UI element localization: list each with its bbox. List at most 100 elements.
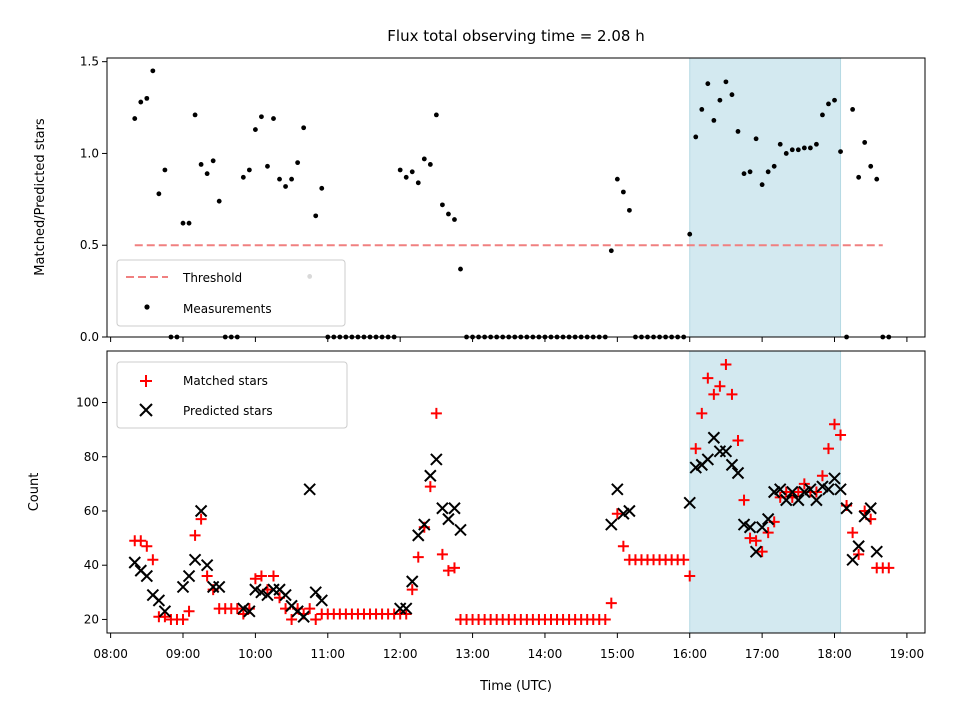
measurement-point bbox=[699, 106, 705, 112]
ratio-panel: Flux total observing time = 2.08 h 0.00.… bbox=[33, 27, 926, 344]
predicted-point bbox=[448, 502, 461, 515]
measurement-point bbox=[216, 198, 222, 204]
predicted-point bbox=[418, 518, 431, 531]
legend-box-bottom bbox=[116, 361, 348, 429]
measurement-point bbox=[795, 147, 801, 153]
measurement-point bbox=[132, 116, 138, 121]
legend-matched-swatch bbox=[140, 375, 152, 387]
x-tick-label: 17:00 bbox=[745, 647, 780, 661]
measurement-point bbox=[283, 184, 288, 189]
measurement-point bbox=[198, 162, 204, 167]
predicted-point bbox=[786, 485, 799, 499]
predicted-point bbox=[430, 453, 443, 466]
predicted-point bbox=[761, 512, 775, 526]
x-tick-label: 15:00 bbox=[600, 647, 635, 661]
predicted-point bbox=[279, 588, 292, 602]
matched-point bbox=[442, 565, 454, 577]
predicted-point bbox=[834, 483, 847, 496]
measurement-point bbox=[452, 217, 457, 222]
predicted-point bbox=[406, 575, 419, 588]
matched-point bbox=[726, 388, 738, 400]
measurement-point bbox=[265, 163, 270, 169]
matched-point bbox=[822, 443, 834, 455]
matched-point bbox=[286, 613, 298, 625]
measurement-point bbox=[192, 112, 198, 118]
x-tick-label: 12:00 bbox=[383, 647, 418, 661]
predicted-point bbox=[846, 553, 859, 566]
matched-point bbox=[231, 603, 243, 615]
predicted-point bbox=[870, 545, 883, 558]
matched-point bbox=[424, 481, 436, 493]
measurement-point bbox=[204, 171, 210, 177]
measurement-point bbox=[783, 151, 789, 156]
measurement-point bbox=[693, 134, 699, 140]
predicted-point bbox=[780, 493, 793, 507]
y-tick-label: 1.0 bbox=[80, 146, 99, 160]
predicted-point bbox=[200, 559, 214, 572]
measurement-point bbox=[741, 171, 747, 177]
plot-frame-bottom bbox=[106, 350, 926, 634]
measurement-point bbox=[771, 163, 777, 169]
measurement-point bbox=[421, 156, 427, 162]
matched-point bbox=[816, 470, 828, 482]
plot-frame-top bbox=[106, 57, 926, 338]
x-tick-label: 13:00 bbox=[455, 647, 490, 661]
x-tick-label: 09:00 bbox=[166, 647, 201, 661]
predicted-point bbox=[158, 605, 172, 618]
measurement-point bbox=[319, 185, 325, 191]
matched-point bbox=[702, 372, 714, 384]
matched-point bbox=[750, 535, 762, 547]
predicted-point bbox=[152, 594, 166, 607]
matched-point bbox=[690, 443, 702, 455]
predicted-point bbox=[810, 493, 823, 507]
measurement-point bbox=[277, 176, 282, 182]
measurement-point bbox=[801, 145, 807, 151]
predicted-point bbox=[840, 502, 853, 515]
measurement-point bbox=[620, 189, 626, 195]
x-tick-label: 08:00 bbox=[93, 647, 128, 661]
y-tick-label: 60 bbox=[84, 504, 99, 518]
matched-point bbox=[883, 562, 895, 574]
predicted-point bbox=[828, 472, 841, 485]
legend-threshold-label: Threshold bbox=[182, 271, 242, 285]
predicted-point bbox=[436, 502, 449, 515]
predicted-point bbox=[611, 483, 624, 496]
predicted-point bbox=[442, 512, 455, 526]
matched-point bbox=[611, 508, 623, 520]
measurement-point bbox=[397, 167, 403, 173]
measurement-point bbox=[440, 202, 445, 208]
matched-point bbox=[617, 540, 629, 552]
measurement-point bbox=[717, 97, 723, 103]
highlight-span-top bbox=[689, 57, 842, 338]
matched-point bbox=[744, 532, 756, 544]
predicted-point bbox=[212, 580, 226, 594]
measurement-point bbox=[252, 127, 258, 132]
matched-point bbox=[249, 573, 261, 585]
predicted-point bbox=[623, 504, 636, 518]
matched-point bbox=[847, 527, 859, 539]
predicted-point bbox=[852, 540, 865, 553]
measurement-point bbox=[458, 266, 463, 272]
measurement-point bbox=[705, 81, 711, 87]
legend-matched-label: Matched stars bbox=[183, 374, 268, 388]
predicted-point bbox=[412, 529, 425, 542]
matched-point bbox=[201, 570, 213, 582]
predicted-point bbox=[297, 610, 310, 623]
predicted-point bbox=[400, 602, 413, 615]
predicted-point bbox=[701, 453, 715, 466]
measurement-point bbox=[765, 169, 771, 175]
legend-predicted-swatch bbox=[139, 403, 153, 417]
y-axis-ticks-bottom: 20 40 60 80 100 bbox=[76, 396, 107, 626]
predicted-point bbox=[731, 466, 745, 480]
x-tick-label: 10:00 bbox=[238, 647, 273, 661]
predicted-point bbox=[303, 483, 316, 496]
measurement-point bbox=[313, 213, 319, 219]
matched-point bbox=[720, 359, 732, 371]
matched-point bbox=[141, 540, 153, 552]
measurement-point bbox=[874, 176, 880, 182]
legend-measurements-swatch bbox=[144, 304, 150, 310]
measurement-point bbox=[246, 167, 252, 173]
predicted-point bbox=[454, 523, 467, 537]
y-axis-label-top: Matched/Predicted stars bbox=[33, 118, 48, 276]
